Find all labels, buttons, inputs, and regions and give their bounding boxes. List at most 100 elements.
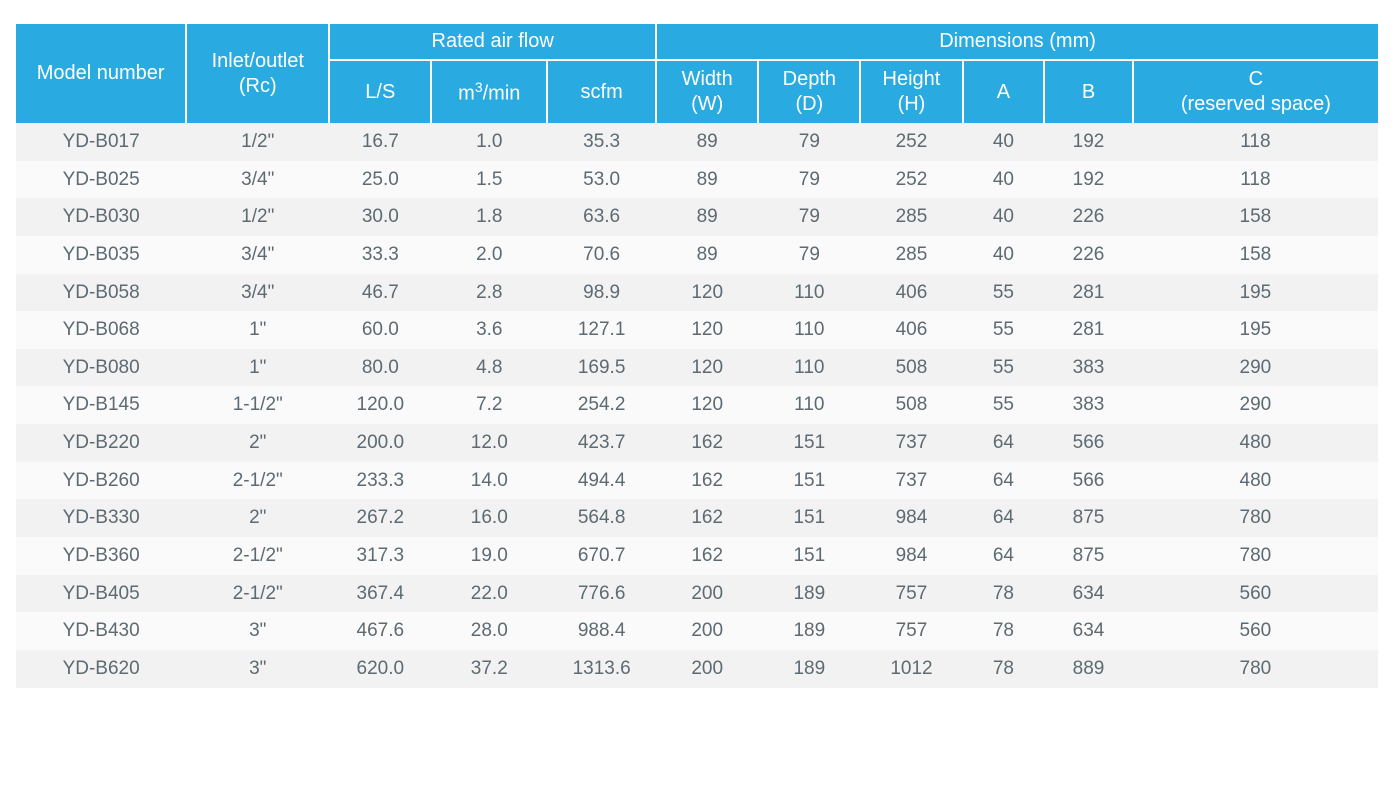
table-cell: 78	[963, 575, 1045, 613]
table-row: YD-B0353/4"33.32.070.6897928540226158	[16, 236, 1378, 274]
table-cell: 192	[1044, 161, 1133, 199]
col-group-rated-air-flow: Rated air flow	[329, 24, 656, 60]
table-cell: 55	[963, 311, 1045, 349]
table-cell: 2"	[186, 499, 329, 537]
table-cell: 566	[1044, 462, 1133, 500]
table-cell: 60.0	[329, 311, 431, 349]
table-cell: 120	[656, 311, 758, 349]
table-cell: 406	[860, 274, 962, 312]
table-cell: 233.3	[329, 462, 431, 500]
table-cell: 40	[963, 198, 1045, 236]
table-cell: 89	[656, 161, 758, 199]
table-cell: 30.0	[329, 198, 431, 236]
table-cell: YD-B260	[16, 462, 186, 500]
table-cell: 480	[1133, 424, 1378, 462]
table-cell: 467.6	[329, 612, 431, 650]
table-cell: 1-1/2"	[186, 386, 329, 424]
table-cell: 566	[1044, 424, 1133, 462]
table-cell: 757	[860, 575, 962, 613]
table-cell: 200	[656, 650, 758, 688]
table-cell: 285	[860, 236, 962, 274]
table-cell: YD-B017	[16, 123, 186, 161]
table-cell: 55	[963, 274, 1045, 312]
table-cell: 1/2"	[186, 123, 329, 161]
table-cell: 889	[1044, 650, 1133, 688]
table-cell: 281	[1044, 311, 1133, 349]
table-cell: 89	[656, 123, 758, 161]
table-cell: 79	[758, 161, 860, 199]
table-cell: 110	[758, 311, 860, 349]
table-cell: 1313.6	[547, 650, 656, 688]
table-cell: 151	[758, 537, 860, 575]
table-cell: 189	[758, 650, 860, 688]
table-cell: 162	[656, 424, 758, 462]
table-cell: 120	[656, 386, 758, 424]
table-cell: 267.2	[329, 499, 431, 537]
table-row: YD-B0583/4"46.72.898.912011040655281195	[16, 274, 1378, 312]
table-cell: 120	[656, 349, 758, 387]
table-cell: 423.7	[547, 424, 656, 462]
table-cell: 64	[963, 537, 1045, 575]
table-cell: 670.7	[547, 537, 656, 575]
table-cell: 367.4	[329, 575, 431, 613]
table-cell: 79	[758, 123, 860, 161]
table-cell: 162	[656, 499, 758, 537]
table-cell: 984	[860, 537, 962, 575]
table-cell: 46.7	[329, 274, 431, 312]
table-cell: 290	[1133, 349, 1378, 387]
table-cell: 406	[860, 311, 962, 349]
table-cell: 22.0	[431, 575, 547, 613]
table-cell: 1/2"	[186, 198, 329, 236]
table-cell: 634	[1044, 612, 1133, 650]
table-cell: 200	[656, 575, 758, 613]
table-cell: 127.1	[547, 311, 656, 349]
table-cell: YD-B330	[16, 499, 186, 537]
col-header-model: Model number	[16, 24, 186, 123]
table-cell: YD-B220	[16, 424, 186, 462]
table-cell: 110	[758, 274, 860, 312]
col-header-scfm: scfm	[547, 60, 656, 123]
table-cell: 80.0	[329, 349, 431, 387]
table-cell: 195	[1133, 274, 1378, 312]
table-cell: 78	[963, 612, 1045, 650]
table-row: YD-B6203"620.037.21313.62001891012788897…	[16, 650, 1378, 688]
table-cell: 564.8	[547, 499, 656, 537]
table-cell: 2.0	[431, 236, 547, 274]
table-cell: 25.0	[329, 161, 431, 199]
table-body: YD-B0171/2"16.71.035.3897925240192118YD-…	[16, 123, 1378, 688]
table-cell: 780	[1133, 499, 1378, 537]
table-cell: 560	[1133, 612, 1378, 650]
table-cell: 120.0	[329, 386, 431, 424]
table-cell: 1.0	[431, 123, 547, 161]
table-row: YD-B4052-1/2"367.422.0776.62001897577863…	[16, 575, 1378, 613]
table-cell: 560	[1133, 575, 1378, 613]
table-row: YD-B3602-1/2"317.319.0670.71621519846487…	[16, 537, 1378, 575]
table-cell: YD-B035	[16, 236, 186, 274]
table-cell: 200.0	[329, 424, 431, 462]
table-cell: 2-1/2"	[186, 575, 329, 613]
table-cell: YD-B058	[16, 274, 186, 312]
table-cell: 28.0	[431, 612, 547, 650]
table-cell: 383	[1044, 349, 1133, 387]
table-row: YD-B4303"467.628.0988.420018975778634560	[16, 612, 1378, 650]
table-cell: 79	[758, 236, 860, 274]
table-cell: 3/4"	[186, 274, 329, 312]
table-cell: 78	[963, 650, 1045, 688]
table-cell: YD-B080	[16, 349, 186, 387]
col-header-c: C(reserved space)	[1133, 60, 1378, 123]
table-cell: 2"	[186, 424, 329, 462]
table-cell: 151	[758, 462, 860, 500]
table-cell: 383	[1044, 386, 1133, 424]
col-header-a: A	[963, 60, 1045, 123]
table-cell: 158	[1133, 236, 1378, 274]
col-group-dimensions: Dimensions (mm)	[656, 24, 1378, 60]
table-cell: 189	[758, 612, 860, 650]
table-cell: 281	[1044, 274, 1133, 312]
table-cell: YD-B068	[16, 311, 186, 349]
table-cell: YD-B405	[16, 575, 186, 613]
table-cell: 634	[1044, 575, 1133, 613]
table-cell: 508	[860, 386, 962, 424]
table-cell: 2-1/2"	[186, 537, 329, 575]
table-cell: 780	[1133, 537, 1378, 575]
table-cell: 3/4"	[186, 161, 329, 199]
